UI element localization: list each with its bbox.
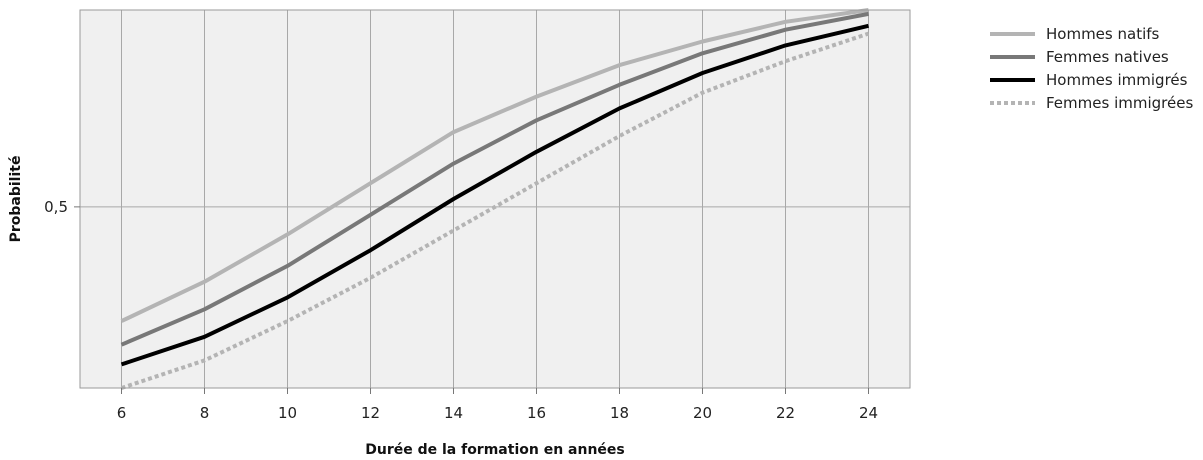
plot-frame: [79, 9, 911, 389]
x-tick-label: 20: [693, 404, 712, 422]
x-tick-label: 16: [527, 404, 546, 422]
legend-label-femmes-natives: Femmes natives: [1046, 48, 1169, 66]
legend-label-hommes-immigres: Hommes immigrés: [1046, 71, 1188, 89]
series-line-femmes-natives: [120, 11, 869, 347]
x-tick-label: 6: [117, 404, 127, 422]
y-axis-title: Probabilité: [8, 156, 24, 243]
x-axis-title: Durée de la formation en années: [365, 442, 625, 458]
x-tick-label: 24: [859, 404, 878, 422]
legend-label-hommes-natifs: Hommes natifs: [1046, 25, 1160, 43]
x-tick-label: 10: [278, 404, 297, 422]
x-tick-label: 8: [200, 404, 210, 422]
legend-label-femmes-immigrees: Femmes immigrées: [1046, 94, 1193, 112]
y-tick-label: 0,5: [44, 198, 68, 216]
series-line-femmes-immigrees: [120, 31, 870, 390]
series-line-hommes-immigres: [120, 23, 869, 367]
x-tick-label: 14: [444, 404, 463, 422]
x-tick-label: 22: [776, 404, 795, 422]
series-layer: [120, 8, 870, 390]
plot-background: [80, 10, 910, 388]
ticks: 6 8 10 12 14 16 18 20 22 24 0,5: [44, 198, 878, 422]
x-tick-label: 18: [610, 404, 629, 422]
legend: Hommes natifs Femmes natives Hommes immigr…: [990, 25, 1193, 112]
series-line-hommes-natifs: [120, 8, 869, 323]
x-tick-label: 12: [361, 404, 380, 422]
